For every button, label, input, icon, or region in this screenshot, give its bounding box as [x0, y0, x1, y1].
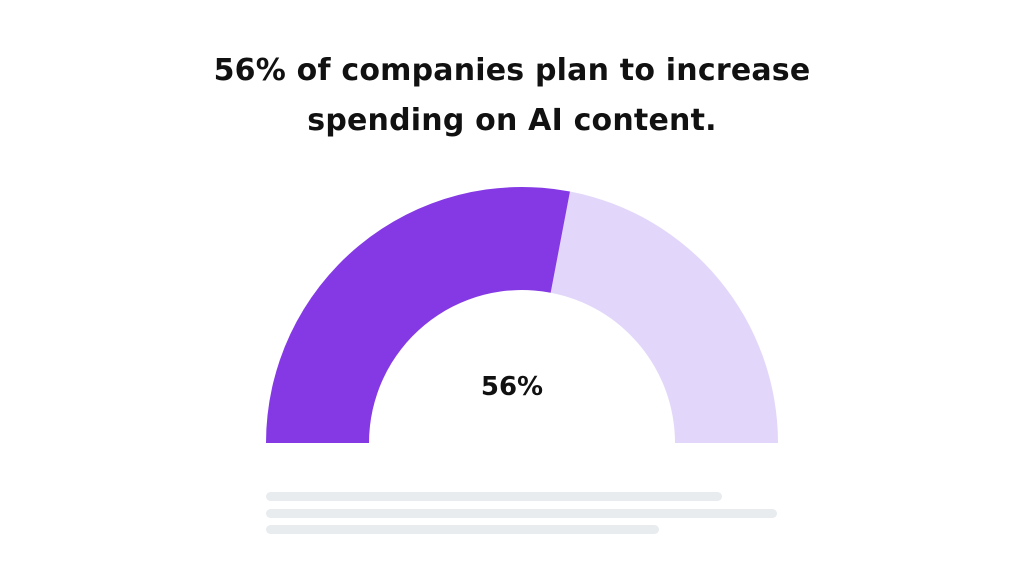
gauge-remaining-arc [550, 191, 778, 443]
placeholder-text-line-2 [266, 509, 777, 518]
chart-title-line-1: 56% of companies plan to increase [213, 53, 811, 88]
placeholder-text-line-1 [266, 492, 722, 501]
gauge-value-label: 56% [481, 372, 543, 402]
gauge-filled-arc [266, 186, 570, 443]
placeholder-text-line-3 [266, 525, 659, 534]
chart-title: 56% of companies plan to increase spendi… [112, 46, 912, 146]
chart-title-line-2: spending on AI content. [307, 103, 717, 138]
